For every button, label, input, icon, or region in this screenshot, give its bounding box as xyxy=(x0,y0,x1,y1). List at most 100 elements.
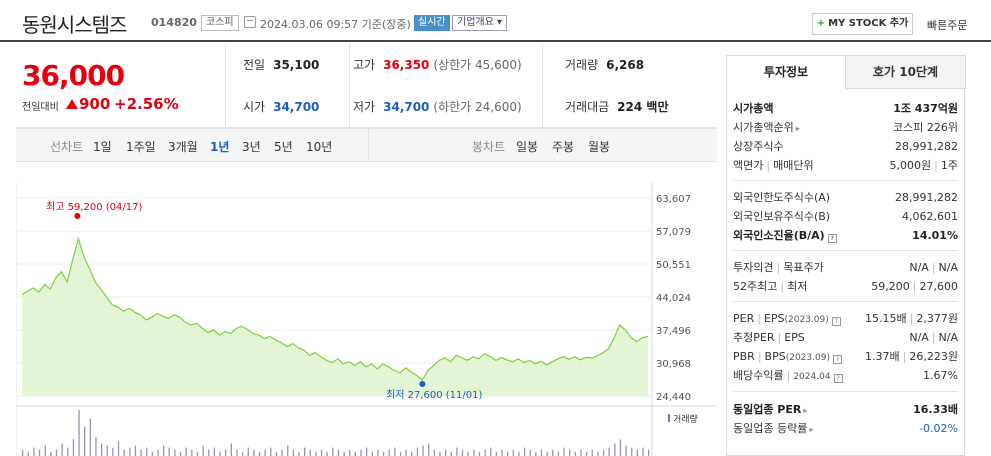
trade-amount: 거래대금 224 백만 xyxy=(565,100,669,114)
volume-bar xyxy=(151,451,153,456)
volume-bar xyxy=(179,451,182,456)
period-1d[interactable]: 1일 xyxy=(93,140,112,154)
volume-bar xyxy=(146,447,148,456)
volume-bar xyxy=(112,447,114,456)
volume-bar xyxy=(117,441,120,456)
tab-invest-info[interactable]: 투자정보 xyxy=(726,55,846,89)
volume-bar xyxy=(264,449,266,456)
volume-bar xyxy=(208,449,210,456)
y-tick-label: 24,440 xyxy=(656,392,691,403)
tab-order-book[interactable]: 호가 10단계 xyxy=(845,55,966,89)
volume-bar xyxy=(287,445,289,456)
invest-info-row: 외국인보유주식수(B) 4,062,601 xyxy=(733,207,958,226)
volume-bar xyxy=(569,449,571,456)
volume-bar xyxy=(219,451,221,456)
volume-bar xyxy=(185,447,187,456)
volume-bar xyxy=(580,449,582,456)
y-tick-label: 44,024 xyxy=(656,293,691,304)
quote-grid: 전일 35,100 고가 36,350 (상한가 45,600) 거래량 6,268 시… xyxy=(227,44,717,128)
volume-bar xyxy=(275,451,278,456)
volume-bar xyxy=(157,449,159,456)
y-tick-label: 50,551 xyxy=(656,260,691,271)
period-3m[interactable]: 3개월 xyxy=(168,140,198,154)
info-icon[interactable]: ? xyxy=(833,374,843,383)
volume-bar xyxy=(78,410,80,456)
candle-weekly[interactable]: 주봉 xyxy=(552,140,575,154)
volume-bar xyxy=(241,451,244,456)
volume-bar xyxy=(591,449,593,456)
invest-info-label: 52주최고 | 최저 xyxy=(733,280,808,293)
candle-monthly[interactable]: 월봉 xyxy=(588,140,611,154)
low-price: 저가 34,700 (하한가 24,600) xyxy=(353,100,522,114)
price-chart-svg: 63,607 57,079 50,551 44,024 37,496 30,968 24,4… xyxy=(15,182,717,456)
volume-bar xyxy=(309,449,311,456)
volume-bar xyxy=(422,445,424,456)
info-icon[interactable]: ? xyxy=(827,234,837,243)
timestamp: 2024.03.06 09:57 기준(장중) xyxy=(260,18,411,31)
price-area xyxy=(22,239,648,396)
volume-bar xyxy=(557,451,560,456)
volume-bar xyxy=(388,449,390,456)
min-label: 최저 27,600 (11/01) xyxy=(386,389,482,401)
invest-info-value: 1조 437억원 xyxy=(893,102,958,115)
volume-bar xyxy=(563,447,565,456)
line-chart-label: 선차트 xyxy=(50,140,84,154)
arrow-right-icon: ▸ xyxy=(809,425,814,434)
price-chart[interactable]: 63,607 57,079 50,551 44,024 37,496 30,968 24,4… xyxy=(15,162,717,456)
invest-info-row: 52주최고 | 최저 59,200 | 27,600 xyxy=(733,277,958,296)
high-price: 고가 36,350 (상한가 45,600) xyxy=(353,58,522,72)
volume-bar xyxy=(213,447,215,456)
volume-bar xyxy=(174,449,176,456)
invest-info-row[interactable]: 동일업종 PER ▸ 16.33배 xyxy=(733,400,958,419)
volume-bar xyxy=(523,447,526,456)
corp-info-dropdown[interactable]: 기업개요 ▾ xyxy=(452,15,507,31)
period-10y[interactable]: 10년 xyxy=(306,140,333,154)
quick-order-link[interactable]: 빠른주문 xyxy=(927,19,968,32)
invest-info-label: 시가총액순위 ▸ xyxy=(733,121,800,134)
invest-info-label: 외국인소진율(B/A)? xyxy=(733,226,837,245)
info-icon[interactable]: ? xyxy=(832,355,842,364)
volume-bar xyxy=(535,451,537,456)
y-tick-label: 30,968 xyxy=(656,359,691,370)
volume-bar xyxy=(202,445,204,456)
volume-bar xyxy=(552,449,554,456)
volume-bar xyxy=(343,451,345,456)
candle-daily[interactable]: 일봉 xyxy=(516,140,539,154)
period-1y[interactable]: 1년 xyxy=(210,140,230,154)
y-tick-label: 37,496 xyxy=(656,326,691,337)
period-1w[interactable]: 1주일 xyxy=(126,140,156,154)
arrow-right-icon: ▸ xyxy=(795,124,800,133)
invest-info-label: 시가총액 xyxy=(733,102,774,115)
add-mystock-button[interactable]: + MY STOCK 추가 xyxy=(812,13,913,35)
invest-info-value: 1.67% xyxy=(923,369,958,382)
invest-info-label: 배당수익률 | 2024.04? xyxy=(733,366,843,387)
invest-info-label: PER | EPS(2023.09)? xyxy=(733,309,841,330)
volume-bar xyxy=(332,447,334,456)
arrow-right-icon: ▸ xyxy=(803,406,808,415)
invest-info-value: 14.01% xyxy=(912,229,958,242)
stock-header: 동원시스템즈 014820 코스피 2024.03.06 09:57 기준(장중… xyxy=(0,0,991,42)
stock-code: 014820 xyxy=(151,16,197,29)
volume-bar xyxy=(619,439,622,456)
open-price: 시가 34,700 xyxy=(243,100,320,114)
period-3y[interactable]: 3년 xyxy=(242,140,261,154)
invest-info-row[interactable]: 동일업종 등락률 ▸ -0.02% xyxy=(733,419,958,438)
invest-info-value: 코스피 226위 xyxy=(893,121,958,134)
volume-bar xyxy=(106,445,108,456)
current-price: 36,000 xyxy=(22,59,125,92)
volume-bar xyxy=(247,447,249,456)
volume-bar xyxy=(253,449,255,456)
invest-info-value: 5,000원 | 1주 xyxy=(889,159,958,172)
volume-bar xyxy=(72,439,75,456)
volume-bar xyxy=(196,451,199,456)
invest-info-row[interactable]: 시가총액순위 ▸ 코스피 226위 xyxy=(733,118,958,137)
stock-name: 동원시스템즈 xyxy=(22,13,127,37)
volume-bar xyxy=(354,451,356,456)
period-5y[interactable]: 5년 xyxy=(274,140,293,154)
volume-bar xyxy=(320,449,323,456)
volume-bar xyxy=(484,449,486,456)
volume-bar xyxy=(270,447,272,456)
volume-bar xyxy=(89,418,91,456)
info-icon[interactable]: ? xyxy=(831,317,841,326)
volume-bar xyxy=(382,451,385,456)
